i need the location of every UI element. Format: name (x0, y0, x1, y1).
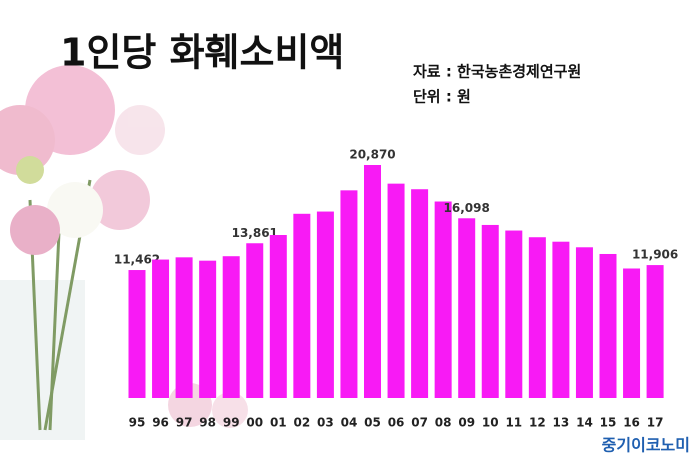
bar (458, 218, 476, 398)
x-tick-label: 98 (199, 416, 216, 430)
bar (575, 247, 593, 398)
bar (528, 237, 546, 398)
x-tick-label: 00 (246, 416, 263, 430)
bar (293, 213, 311, 398)
bar (481, 224, 499, 398)
bar (152, 259, 170, 398)
value-label: 11,906 (632, 248, 678, 262)
x-tick-label: 13 (553, 416, 570, 430)
bar (128, 270, 146, 398)
flower-decoration (0, 65, 248, 440)
bar (222, 256, 240, 398)
value-label: 11,462 (114, 253, 160, 267)
x-tick-label: 01 (270, 416, 287, 430)
x-tick-label: 06 (388, 416, 405, 430)
x-tick-label: 11 (505, 416, 522, 430)
bar (505, 230, 523, 398)
x-tick-label: 17 (647, 416, 664, 430)
bar (552, 241, 570, 398)
x-tick-label: 04 (341, 416, 358, 430)
x-tick-label: 07 (411, 416, 428, 430)
bar (246, 243, 264, 398)
x-tick-label: 15 (600, 416, 617, 430)
x-tick-label: 14 (576, 416, 593, 430)
bar (646, 265, 664, 398)
bar (175, 257, 193, 398)
bar (434, 201, 452, 398)
x-tick-label: 16 (623, 416, 640, 430)
source-note: 자료 : 한국농촌경제연구원 (413, 63, 581, 81)
x-tick-label: 10 (482, 416, 499, 430)
x-tick-label: 12 (529, 416, 546, 430)
x-tick-label: 05 (364, 416, 381, 430)
x-tick-label: 09 (458, 416, 475, 430)
unit-note: 단위 : 원 (413, 88, 471, 106)
bar (340, 190, 358, 398)
bar (316, 211, 334, 398)
value-label: 13,861 (232, 226, 278, 240)
value-label: 16,098 (444, 201, 490, 215)
x-tick-label: 97 (176, 416, 193, 430)
bar (623, 268, 641, 398)
x-tick-label: 08 (435, 416, 452, 430)
x-tick-label: 96 (152, 416, 169, 430)
x-tick-label: 95 (129, 416, 146, 430)
value-label: 20,870 (349, 148, 395, 162)
bar (364, 165, 381, 398)
bar (269, 235, 287, 398)
bar (387, 183, 405, 398)
bar (411, 189, 429, 398)
watermark: 중기이코노미 (602, 436, 690, 455)
x-tick-label: 99 (223, 416, 240, 430)
x-tick-label: 02 (293, 416, 310, 430)
bar (199, 260, 217, 398)
chart-title: 1인당 화훼소비액 (60, 31, 344, 75)
x-tick-label: 03 (317, 416, 334, 430)
bar (599, 253, 617, 398)
